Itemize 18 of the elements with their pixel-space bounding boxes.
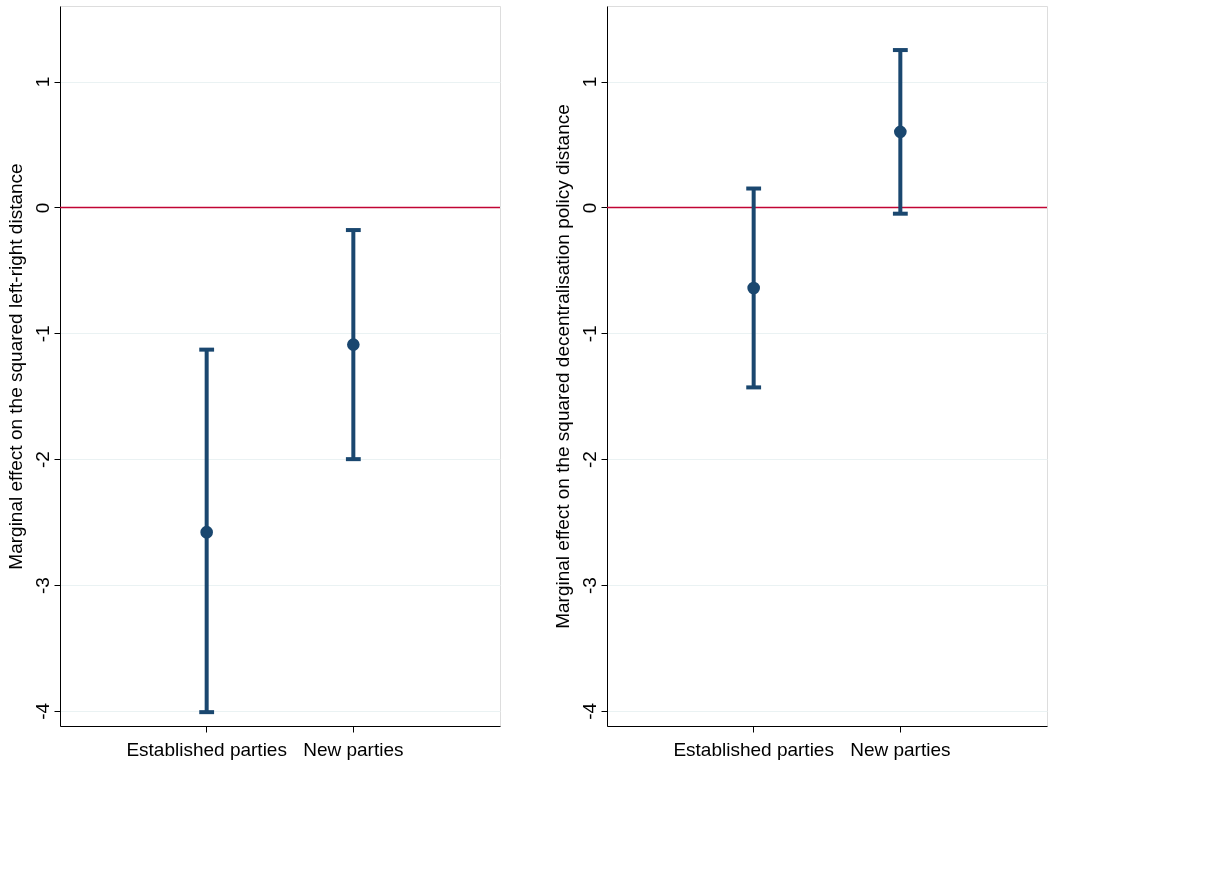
- y-tick-label: -3: [31, 577, 53, 594]
- y-tick-label: -1: [31, 325, 53, 343]
- y-tick-label: -2: [578, 451, 600, 469]
- y-tick-label: -1: [578, 325, 600, 343]
- y-tick-label: 0: [31, 202, 53, 214]
- x-tick-label: New parties: [303, 738, 404, 760]
- x-tick-label: Established parties: [673, 738, 834, 760]
- y-axis-title: Marginal effect on the squared left-right distance: [4, 163, 26, 570]
- y-axis-title: Marginal effect on the squared decentralisation policy distance: [551, 104, 573, 629]
- y-tick-label: -2: [31, 451, 53, 469]
- y-tick-label: -4: [578, 702, 600, 720]
- y-tick-label: -3: [578, 577, 600, 594]
- y-tick-label: 1: [31, 76, 53, 88]
- y-tick-label: 1: [578, 76, 600, 88]
- x-tick-label: New parties: [850, 738, 951, 760]
- y-tick-label: 0: [578, 202, 600, 214]
- y-tick-label: -4: [31, 702, 53, 720]
- x-tick-label: Established parties: [126, 738, 287, 760]
